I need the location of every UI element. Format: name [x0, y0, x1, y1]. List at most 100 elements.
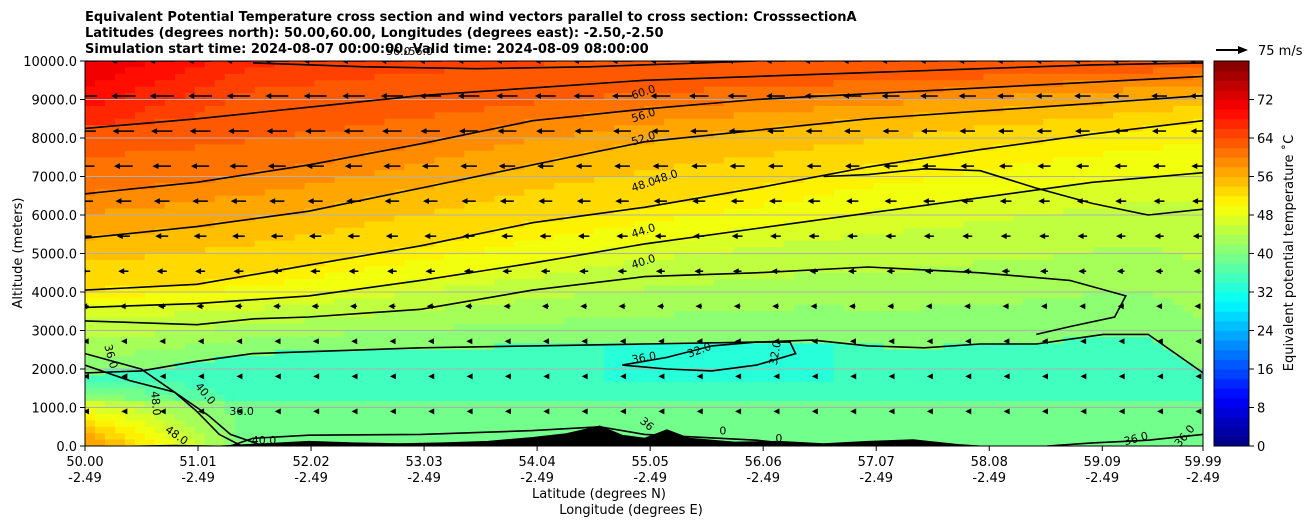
- field-cell: [663, 292, 675, 300]
- field-cell: [104, 324, 116, 332]
- field-cell: [94, 343, 106, 351]
- field-cell: [614, 317, 625, 325]
- field-cell: [184, 394, 196, 402]
- field-cell: [104, 73, 116, 81]
- field-cell: [504, 426, 515, 434]
- field-cell: [454, 170, 465, 178]
- field-cell: [504, 362, 515, 370]
- field-cell: [134, 138, 146, 146]
- field-cell: [314, 80, 326, 88]
- field-cell: [224, 292, 236, 300]
- field-cell: [813, 285, 825, 293]
- field-cell: [444, 61, 455, 69]
- field-cell: [833, 182, 845, 190]
- field-cell: [474, 67, 485, 75]
- field-cell: [94, 375, 106, 383]
- field-cell: [474, 189, 485, 197]
- field-cell: [454, 227, 465, 235]
- field-cell: [584, 272, 595, 280]
- field-cell: [174, 311, 186, 319]
- field-cell: [254, 182, 266, 190]
- field-cell: [644, 202, 655, 210]
- field-cell: [104, 388, 116, 396]
- field-cell: [264, 247, 276, 255]
- field-cell: [244, 388, 256, 396]
- field-cell: [683, 144, 695, 152]
- field-cell: [743, 426, 755, 434]
- field-cell: [434, 202, 445, 210]
- field-cell: [244, 105, 256, 113]
- field-cell: [763, 86, 775, 94]
- field-cell: [284, 112, 296, 120]
- field-cell: [164, 99, 176, 107]
- field-cell: [883, 420, 895, 428]
- field-cell: [713, 420, 725, 428]
- field-cell: [184, 439, 196, 446]
- field-cell: [723, 407, 735, 415]
- field-cell: [863, 99, 875, 107]
- field-cell: [833, 176, 845, 184]
- field-cell: [903, 202, 915, 210]
- field-cell: [863, 317, 875, 325]
- field-cell: [324, 259, 336, 267]
- field-cell: [324, 388, 336, 396]
- field-cell: [703, 388, 715, 396]
- field-cell: [344, 381, 356, 389]
- field-cell: [763, 362, 775, 370]
- field-cell: [693, 189, 705, 197]
- field-cell: [773, 388, 785, 396]
- field-cell: [294, 324, 306, 332]
- field-cell: [863, 375, 875, 383]
- field-cell: [584, 202, 595, 210]
- field-cell: [723, 99, 735, 107]
- field-cell: [653, 247, 665, 255]
- field-cell: [394, 157, 406, 165]
- field-cell: [444, 433, 455, 441]
- field-cell: [733, 234, 745, 242]
- field-cell: [304, 189, 316, 197]
- field-cell: [544, 80, 555, 88]
- field-cell: [554, 394, 565, 402]
- field-cell: [564, 259, 575, 267]
- field-cell: [144, 259, 156, 267]
- field-cell: [604, 388, 615, 396]
- field-cell: [653, 292, 665, 300]
- field-cell: [883, 311, 895, 319]
- field-cell: [624, 125, 635, 133]
- field-cell: [94, 279, 106, 287]
- field-cell: [334, 336, 346, 344]
- field-cell: [584, 413, 595, 421]
- field-cell: [644, 324, 655, 332]
- field-cell: [753, 279, 765, 287]
- field-cell: [124, 388, 136, 396]
- field-cell: [793, 99, 805, 107]
- field-cell: [813, 433, 825, 441]
- field-cell: [164, 330, 176, 338]
- field-cell: [743, 227, 755, 235]
- field-cell: [274, 381, 286, 389]
- field-cell: [334, 189, 346, 197]
- field-cell: [214, 292, 226, 300]
- field-cell: [194, 298, 206, 306]
- field-cell: [753, 330, 765, 338]
- field-cell: [254, 407, 266, 415]
- field-cell: [663, 317, 675, 325]
- field-cell: [354, 298, 366, 306]
- field-cell: [544, 99, 555, 107]
- field-cell: [244, 336, 256, 344]
- field-cell: [184, 356, 196, 364]
- field-cell: [224, 330, 236, 338]
- field-cell: [504, 381, 515, 389]
- field-cell: [833, 93, 845, 101]
- field-cell: [404, 259, 416, 267]
- field-cell: [224, 61, 236, 69]
- field-cell: [803, 73, 815, 81]
- field-cell: [833, 304, 845, 312]
- field-cell: [723, 112, 735, 120]
- field-cell: [214, 202, 226, 210]
- field-cell: [903, 279, 915, 287]
- field-cell: [174, 157, 186, 165]
- field-cell: [803, 394, 815, 402]
- field-cell: [204, 253, 216, 261]
- field-cell: [524, 362, 535, 370]
